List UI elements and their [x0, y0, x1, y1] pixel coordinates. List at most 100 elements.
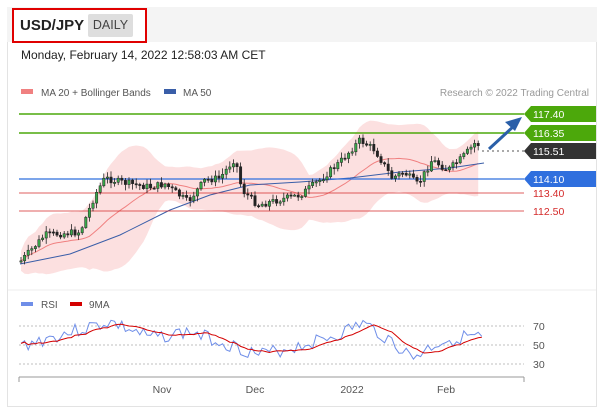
x-axis-label-dec: Dec	[246, 384, 265, 396]
candle	[185, 190, 189, 201]
period-button[interactable]: DAILY	[88, 14, 133, 37]
candle	[120, 175, 124, 185]
candle	[177, 188, 181, 200]
candle	[332, 163, 336, 175]
candle	[397, 170, 401, 180]
candle	[303, 186, 307, 198]
candle	[469, 144, 473, 155]
candle	[105, 172, 109, 184]
candle	[217, 170, 221, 183]
rsi-legend-swatch	[21, 302, 33, 306]
candle	[354, 139, 358, 156]
level-tag-115-51: 115.51	[524, 143, 596, 159]
candle	[264, 200, 268, 208]
rsi-ma-line	[20, 323, 482, 354]
rsi-tick-30: 30	[533, 359, 545, 371]
candle	[379, 153, 383, 165]
candle	[26, 244, 30, 260]
candle	[444, 164, 448, 171]
candle	[318, 177, 322, 186]
candle	[285, 193, 289, 202]
candle	[163, 182, 167, 190]
bollinger-band	[21, 120, 479, 275]
candle	[228, 161, 232, 173]
candle	[192, 191, 196, 204]
rsi-tick-50: 50	[533, 340, 545, 352]
candle	[433, 156, 437, 163]
candle	[429, 155, 433, 173]
candle	[231, 159, 235, 173]
candle	[307, 180, 311, 195]
candle	[145, 179, 149, 194]
candle	[188, 194, 192, 207]
candle	[390, 166, 394, 180]
rsi-tick-70: 70	[533, 321, 545, 333]
symbol-label: USD/JPY	[20, 17, 85, 34]
candle	[278, 199, 282, 206]
candle	[246, 188, 250, 200]
candle	[98, 182, 102, 195]
candle	[87, 203, 91, 222]
candle	[437, 157, 441, 168]
candle	[116, 175, 120, 186]
candle	[203, 177, 207, 187]
candle	[368, 141, 372, 151]
candle	[321, 173, 325, 184]
candle	[271, 194, 275, 204]
candle	[393, 174, 397, 182]
candle	[458, 153, 462, 165]
svg-text:114.10: 114.10	[533, 174, 564, 186]
x-axis-label-feb: Feb	[437, 384, 455, 396]
level-label-112-50: 112.50	[533, 206, 564, 218]
candle	[357, 135, 361, 149]
candle	[80, 225, 84, 235]
level-tag-114-10: 114.10	[524, 171, 596, 187]
candle	[289, 191, 293, 199]
candle	[73, 226, 77, 238]
candle	[239, 162, 243, 187]
candle	[134, 178, 138, 189]
candle	[325, 171, 329, 183]
rsi-ma-legend-label: 9MA	[89, 300, 110, 311]
candle	[422, 170, 426, 187]
candle	[476, 140, 480, 151]
candle	[224, 165, 228, 179]
candle	[141, 182, 145, 190]
candle	[51, 228, 55, 236]
rsi-legend-label: RSI	[41, 300, 58, 311]
level-label-113-40: 113.40	[533, 188, 564, 200]
candle	[19, 257, 23, 264]
timestamp: Monday, February 14, 2022 12:58:03 AM CE…	[21, 48, 266, 62]
instrument-title-box: USD/JPY DAILY	[12, 8, 147, 43]
candle	[33, 245, 37, 253]
candle	[401, 171, 405, 178]
projection-arrow	[487, 123, 517, 151]
research-credit: Research © 2022 Trading Central	[440, 88, 589, 99]
candle	[210, 175, 214, 186]
candle	[293, 193, 297, 197]
candle	[156, 181, 160, 193]
candle	[41, 234, 45, 242]
level-tag-117-40: 117.40	[524, 106, 596, 122]
candle	[419, 175, 423, 187]
candle	[386, 158, 390, 176]
candle	[23, 252, 27, 265]
candle	[257, 203, 261, 209]
candle	[113, 178, 117, 187]
candle	[123, 177, 127, 191]
ma50-legend-label: MA 50	[183, 88, 212, 99]
candle	[199, 180, 203, 191]
candle	[170, 184, 174, 193]
candle	[62, 231, 66, 239]
candle	[260, 201, 264, 208]
candle	[350, 147, 354, 156]
candle	[77, 229, 81, 240]
ma50-line	[19, 162, 485, 265]
candle	[221, 168, 225, 184]
x-axis-label-2022: 2022	[340, 384, 364, 396]
candle	[473, 139, 477, 153]
candle	[152, 186, 156, 190]
candle	[365, 140, 369, 147]
ma20-legend-label: MA 20 + Bollinger Bands	[41, 88, 151, 99]
candle	[69, 224, 73, 238]
